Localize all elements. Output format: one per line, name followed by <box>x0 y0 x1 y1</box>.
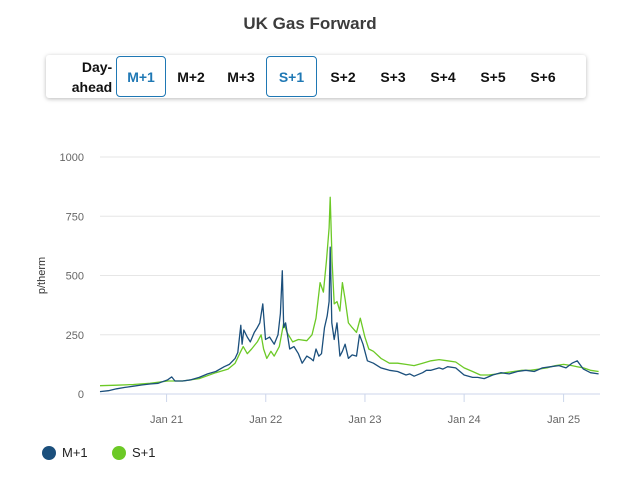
chart-title: UK Gas Forward <box>243 14 377 33</box>
legend-item-m1[interactable]: M+1 <box>42 445 88 460</box>
y-tick-label: 750 <box>66 211 84 223</box>
tab-m2[interactable]: M+2 <box>168 56 214 97</box>
tab-m3-label: M+3 <box>227 68 255 85</box>
x-tick-label: Jan 22 <box>249 414 282 426</box>
y-tick-label: 250 <box>66 330 84 342</box>
y-tick-label: 500 <box>66 271 84 283</box>
x-tick-label: Jan 21 <box>150 414 183 426</box>
legend-item-s1[interactable]: S+1 <box>112 445 156 460</box>
tab-day-ahead[interactable]: Day- ahead <box>68 56 116 97</box>
tab-s2[interactable]: S+2 <box>320 56 366 97</box>
x-tick-label: Jan 24 <box>448 414 481 426</box>
legend-s1-label: S+1 <box>132 445 156 460</box>
period-tab-bar: Day- ahead M+1 M+2 M+3 S+1 S+2 S+3 S+4 S… <box>46 55 586 98</box>
y-tick-label: 0 <box>78 389 84 401</box>
tab-m2-label: M+2 <box>177 68 205 85</box>
tab-s5-label: S+5 <box>480 68 506 85</box>
legend-s1-marker <box>112 445 126 460</box>
tab-s2-label: S+2 <box>330 68 356 85</box>
legend-m1-label: M+1 <box>62 445 88 460</box>
x-tick-label: Jan 23 <box>348 414 381 426</box>
tab-m1-label: M+1 <box>127 68 155 85</box>
y-axis-title: p/therm <box>36 257 48 294</box>
series-line-m1 <box>99 246 599 393</box>
y-tick-label: 1000 <box>60 152 84 164</box>
tab-s4[interactable]: S+4 <box>420 56 466 97</box>
tab-s4-label: S+4 <box>430 68 456 85</box>
tab-s6[interactable]: S+6 <box>520 56 566 97</box>
x-tick-label: Jan 25 <box>547 414 580 426</box>
tab-day-ahead-label: Day- ahead <box>71 58 113 95</box>
legend-m1-marker <box>42 445 56 460</box>
tab-s6-label: S+6 <box>530 68 556 85</box>
tab-m1[interactable]: M+1 <box>116 56 166 97</box>
tab-s1[interactable]: S+1 <box>266 56 317 97</box>
tab-m3[interactable]: M+3 <box>218 56 264 97</box>
tab-s3-label: S+3 <box>380 68 406 85</box>
tab-s5[interactable]: S+5 <box>470 56 516 97</box>
tab-s1-label: S+1 <box>278 68 305 85</box>
tab-s3[interactable]: S+3 <box>370 56 416 97</box>
